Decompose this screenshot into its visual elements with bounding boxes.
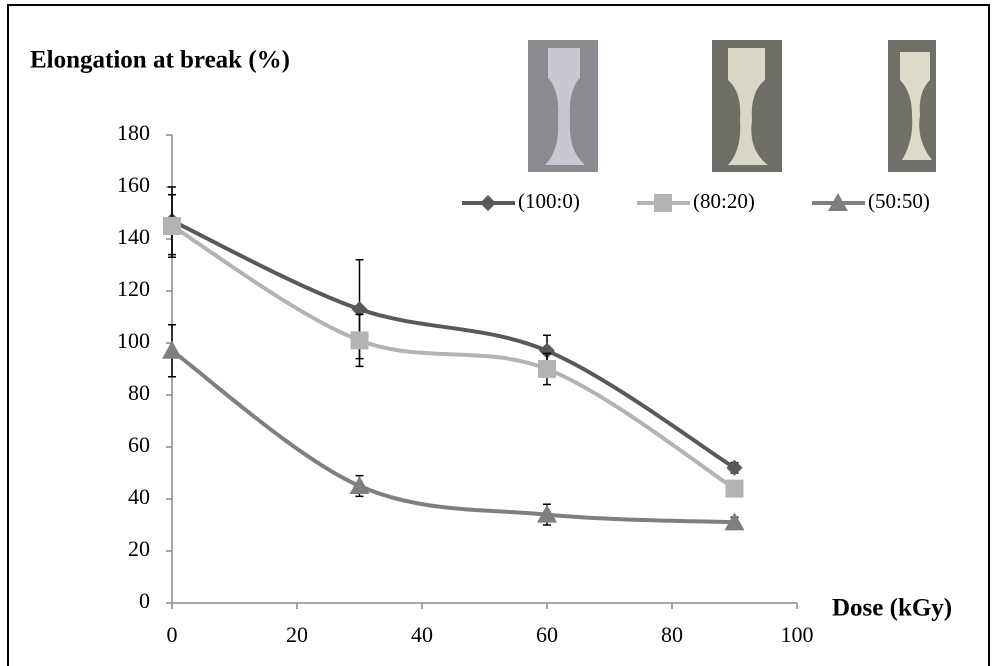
x-tick-label: 20	[286, 622, 308, 647]
marker	[538, 360, 556, 378]
x-tick-label: 60	[536, 622, 558, 647]
legend-label: (50:50)	[868, 189, 930, 213]
marker	[163, 217, 181, 235]
y-tick-label: 180	[117, 120, 150, 145]
y-tick-label: 160	[117, 172, 150, 197]
legend-marker	[654, 194, 672, 212]
page: {"chart_data": {"type": "line", "title":…	[0, 0, 995, 666]
x-axis-label: Dose (kGy)	[832, 595, 952, 622]
y-tick-label: 140	[117, 224, 150, 249]
chart: Elongation at break (%) Dose (kGy) 0 20 40…	[0, 0, 995, 666]
y-tick-label: 0	[139, 588, 150, 613]
chart-title: Elongation at break (%)	[30, 47, 290, 74]
y-tick-label: 40	[128, 484, 150, 509]
x-tick-label: 80	[661, 622, 683, 647]
y-tick-label: 20	[128, 536, 150, 561]
x-tick-label: 0	[167, 622, 178, 647]
marker	[351, 331, 369, 349]
legend-label: (80:20)	[693, 189, 755, 213]
y-tick-label: 60	[128, 432, 150, 457]
legend-label: (100:0)	[518, 189, 580, 213]
x-tick-label: 100	[781, 622, 814, 647]
y-tick-label: 100	[117, 328, 150, 353]
y-tick-label: 120	[117, 276, 150, 301]
y-tick-label: 80	[128, 380, 150, 405]
marker	[726, 480, 744, 498]
x-tick-label: 40	[411, 622, 433, 647]
